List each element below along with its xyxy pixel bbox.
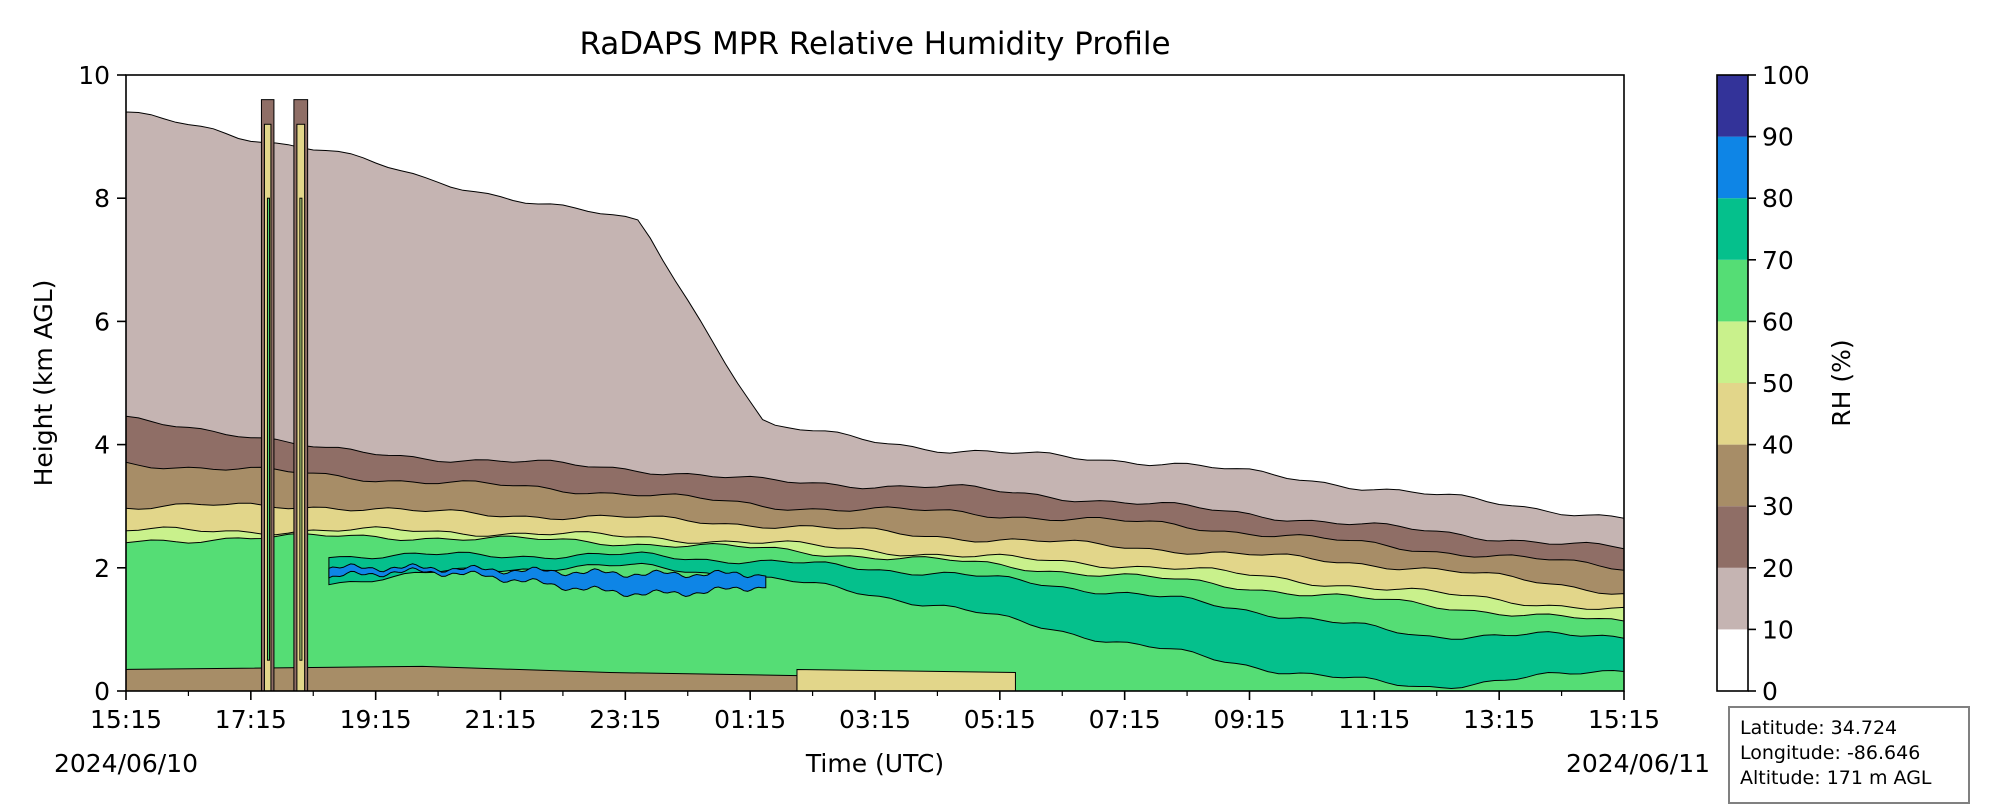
y-axis: 0 2 4 6 8 10: [78, 61, 126, 706]
y-tick-label: 10: [78, 61, 110, 90]
colorbar-swatch: [1717, 259, 1748, 322]
start-date-label: 2024/06/10: [54, 749, 198, 778]
y-tick-label: 6: [94, 307, 110, 336]
colorbar-tick-label: 70: [1762, 246, 1794, 275]
colorbar-tick-label: 20: [1762, 554, 1794, 583]
contour-band-80: [328, 563, 767, 598]
surface-band-40: [796, 668, 1016, 691]
y-tick-label: 2: [94, 554, 110, 583]
colorbar-tick-label: 90: [1762, 123, 1794, 152]
altitude-text: Altitude: 171 m AGL: [1740, 767, 1932, 789]
colorbar-swatch: [1717, 506, 1748, 568]
x-axis-label: Time (UTC): [805, 749, 944, 778]
convective-column-moist: [299, 197, 303, 661]
colorbar-swatch: [1717, 321, 1748, 383]
x-tick-label: 19:15: [340, 705, 412, 734]
x-tick-label: 09:15: [1213, 705, 1285, 734]
x-tick-label: 15:15: [90, 705, 162, 734]
colorbar-tick-label: 100: [1762, 61, 1810, 90]
colorbar-tick-label: 50: [1762, 369, 1794, 398]
colorbar-tick-label: 30: [1762, 492, 1794, 521]
x-tick-label: 03:15: [839, 705, 911, 734]
y-tick-label: 8: [94, 184, 110, 213]
longitude-text: Longitude: -86.646: [1740, 742, 1921, 764]
y-tick-label: 0: [94, 677, 110, 706]
x-tick-label: 23:15: [589, 705, 661, 734]
x-tick-label: 15:15: [1588, 705, 1660, 734]
colorbar-swatch: [1717, 567, 1748, 630]
colorbar-swatch: [1717, 383, 1748, 445]
colorbar-swatch: [1717, 198, 1748, 260]
convective-column-moist: [266, 197, 270, 661]
x-tick-label: 21:15: [464, 705, 536, 734]
contour-fill: [126, 99, 1624, 691]
x-tick-label: 17:15: [215, 705, 287, 734]
x-tick-label: 13:15: [1463, 705, 1535, 734]
colorbar-swatch: [1717, 75, 1748, 137]
x-tick-label: 01:15: [714, 705, 786, 734]
colorbar-swatch: [1717, 444, 1748, 507]
colorbar-label: RH (%): [1827, 339, 1856, 426]
colorbar-swatch: [1717, 136, 1748, 199]
colorbar-tick-label: 0: [1762, 677, 1778, 706]
x-tick-label: 11:15: [1338, 705, 1410, 734]
station-info-box: Latitude: 34.724 Longitude: -86.646 Alti…: [1728, 706, 1970, 804]
end-date-label: 2024/06/11: [1566, 749, 1710, 778]
x-tick-label: 05:15: [964, 705, 1036, 734]
colorbar-tick-label: 60: [1762, 307, 1794, 336]
x-tick-label: 07:15: [1089, 705, 1161, 734]
y-axis-label: Height (km AGL): [29, 280, 58, 487]
latitude-text: Latitude: 34.724: [1740, 717, 1898, 739]
colorbar-swatch: [1717, 629, 1748, 691]
colorbar-tick-label: 40: [1762, 431, 1794, 460]
chart-title: RaDAPS MPR Relative Humidity Profile: [579, 26, 1170, 62]
y-tick-label: 4: [94, 431, 110, 460]
colorbar-tick-label: 10: [1762, 615, 1794, 644]
colorbar: 0 10 20 30 40 50 60 70 80 90 100: [1716, 61, 1810, 706]
colorbar-tick-label: 80: [1762, 184, 1794, 213]
x-axis: 15:15 17:15 19:15 21:15 23:15 01:15 03:15 05:15…: [90, 691, 1660, 734]
